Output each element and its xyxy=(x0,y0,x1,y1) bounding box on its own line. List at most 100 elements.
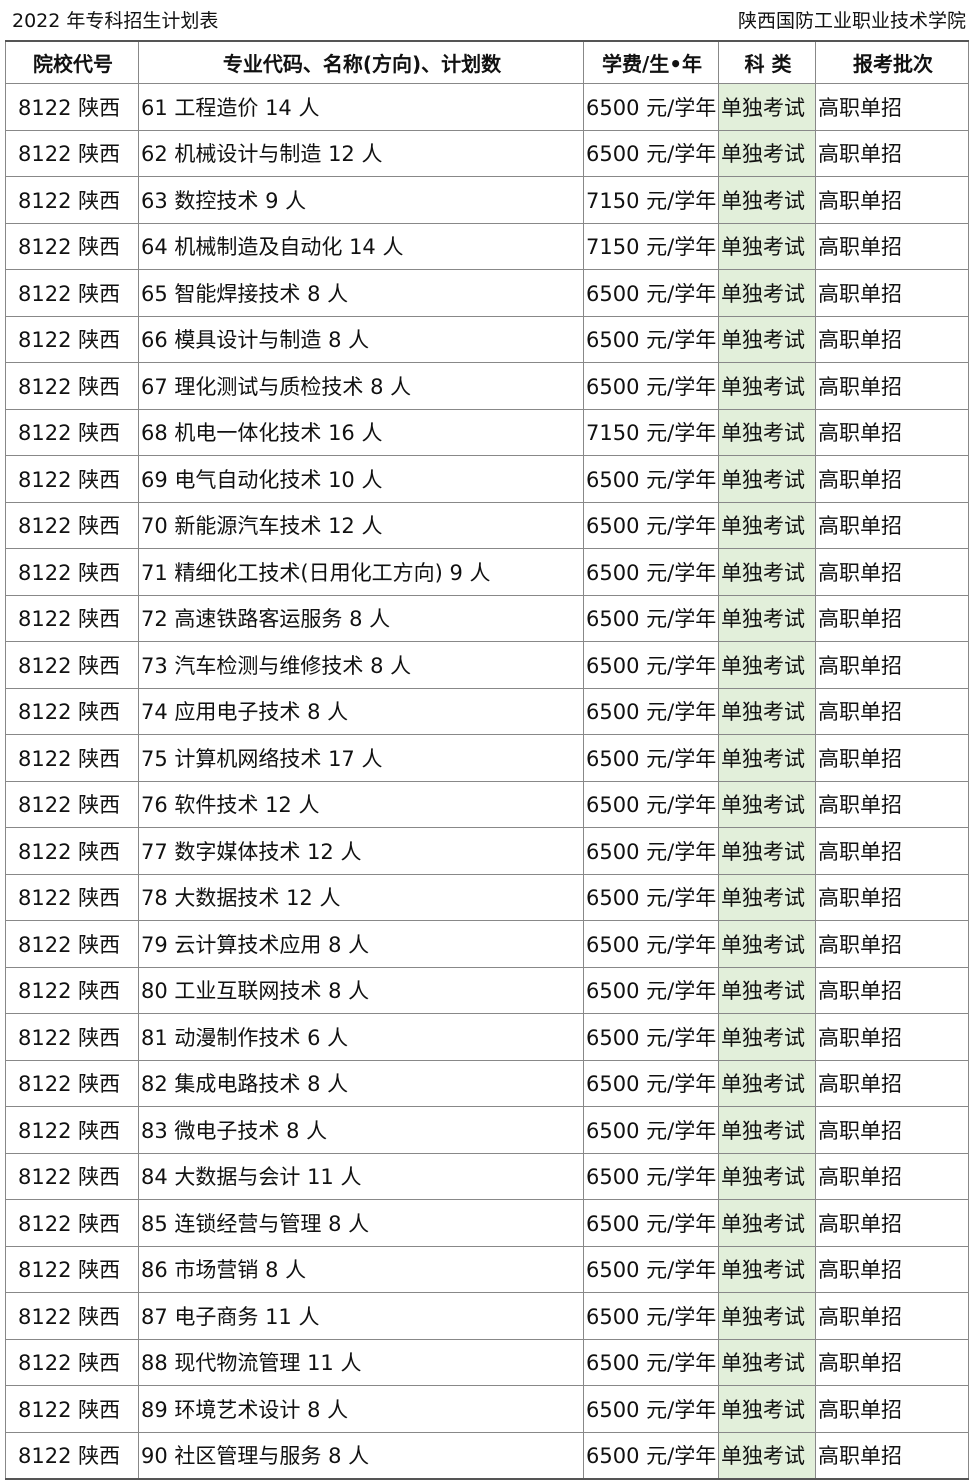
table-row: 8122 陕西 73 汽车检测与维修技术 8 人 6500 元/学年 单独考试 高职单招 xyxy=(5,641,969,689)
major-cell: 74 应用电子技术 8 人 xyxy=(138,687,584,735)
col-header-tuition: 学费/生•年 xyxy=(583,40,719,84)
table-row: 8122 陕西 70 新能源汽车技术 12 人 6500 元/学年 单独考试 高职单招 xyxy=(5,501,969,549)
batch-cell: 高职单招 xyxy=(815,1431,969,1480)
major-cell: 65 智能焊接技术 8 人 xyxy=(138,269,584,317)
major-cell: 66 模具设计与制造 8 人 xyxy=(138,315,584,363)
table-row: 8122 陕西 69 电气自动化技术 10 人 6500 元/学年 单独考试 高职单招 xyxy=(5,455,969,503)
table-row: 8122 陕西 79 云计算技术应用 8 人 6500 元/学年 单独考试 高职单招 xyxy=(5,920,969,968)
batch-cell: 高职单招 xyxy=(815,966,969,1014)
major-cell: 90 社区管理与服务 8 人 xyxy=(138,1431,584,1480)
batch-cell: 高职单招 xyxy=(815,83,969,131)
major-cell: 85 连锁经营与管理 8 人 xyxy=(138,1199,584,1247)
tuition-cell: 6500 元/学年 xyxy=(583,1013,719,1061)
table-row: 8122 陕西 63 数控技术 9 人 7150 元/学年 单独考试 高职单招 xyxy=(5,176,969,224)
category-cell: 单独考试 xyxy=(718,408,816,456)
batch-cell: 高职单招 xyxy=(815,1245,969,1293)
tuition-cell: 6500 元/学年 xyxy=(583,873,719,921)
school-code-cell: 8122 陕西 xyxy=(5,1199,139,1247)
tuition-cell: 6500 元/学年 xyxy=(583,501,719,549)
batch-cell: 高职单招 xyxy=(815,362,969,410)
school-code-cell: 8122 陕西 xyxy=(5,455,139,503)
category-cell: 单独考试 xyxy=(718,176,816,224)
tuition-cell: 6500 元/学年 xyxy=(583,83,719,131)
category-cell: 单独考试 xyxy=(718,501,816,549)
batch-cell: 高职单招 xyxy=(815,501,969,549)
school-code-cell: 8122 陕西 xyxy=(5,827,139,875)
school-code-cell: 8122 陕西 xyxy=(5,1431,139,1480)
table-row: 8122 陕西 68 机电一体化技术 16 人 7150 元/学年 单独考试 高职单招 xyxy=(5,408,969,456)
tuition-cell: 7150 元/学年 xyxy=(583,408,719,456)
tuition-cell: 6500 元/学年 xyxy=(583,1199,719,1247)
table-row: 8122 陕西 67 理化测试与质检技术 8 人 6500 元/学年 单独考试 高职单招 xyxy=(5,362,969,410)
table-row: 8122 陕西 84 大数据与会计 11 人 6500 元/学年 单独考试 高职单招 xyxy=(5,1152,969,1200)
category-cell: 单独考试 xyxy=(718,873,816,921)
table-row: 8122 陕西 82 集成电路技术 8 人 6500 元/学年 单独考试 高职单招 xyxy=(5,1059,969,1107)
category-cell: 单独考试 xyxy=(718,1245,816,1293)
category-cell: 单独考试 xyxy=(718,1292,816,1340)
tuition-cell: 6500 元/学年 xyxy=(583,687,719,735)
category-cell: 单独考试 xyxy=(718,1199,816,1247)
batch-cell: 高职单招 xyxy=(815,641,969,689)
school-code-cell: 8122 陕西 xyxy=(5,1385,139,1433)
table-row: 8122 陕西 81 动漫制作技术 6 人 6500 元/学年 单独考试 高职单招 xyxy=(5,1013,969,1061)
school-code-cell: 8122 陕西 xyxy=(5,920,139,968)
batch-cell: 高职单招 xyxy=(815,827,969,875)
major-cell: 82 集成电路技术 8 人 xyxy=(138,1059,584,1107)
major-cell: 69 电气自动化技术 10 人 xyxy=(138,455,584,503)
batch-cell: 高职单招 xyxy=(815,734,969,782)
school-code-cell: 8122 陕西 xyxy=(5,734,139,782)
category-cell: 单独考试 xyxy=(718,1431,816,1480)
school-code-cell: 8122 陕西 xyxy=(5,1292,139,1340)
major-cell: 76 软件技术 12 人 xyxy=(138,780,584,828)
school-code-cell: 8122 陕西 xyxy=(5,873,139,921)
school-code-cell: 8122 陕西 xyxy=(5,1338,139,1386)
table-row: 8122 陕西 88 现代物流管理 11 人 6500 元/学年 单独考试 高职单招 xyxy=(5,1338,969,1386)
tuition-cell: 6500 元/学年 xyxy=(583,1385,719,1433)
major-cell: 79 云计算技术应用 8 人 xyxy=(138,920,584,968)
batch-cell: 高职单招 xyxy=(815,548,969,596)
batch-cell: 高职单招 xyxy=(815,1106,969,1154)
col-header-school-code: 院校代号 xyxy=(5,40,139,84)
tuition-cell: 6500 元/学年 xyxy=(583,920,719,968)
major-cell: 71 精细化工技术(日用化工方向) 9 人 xyxy=(138,548,584,596)
category-cell: 单独考试 xyxy=(718,315,816,363)
tuition-cell: 6500 元/学年 xyxy=(583,780,719,828)
tuition-cell: 7150 元/学年 xyxy=(583,176,719,224)
school-name: 陕西国防工业职业技术学院 xyxy=(737,10,966,32)
major-cell: 86 市场营销 8 人 xyxy=(138,1245,584,1293)
tuition-cell: 6500 元/学年 xyxy=(583,734,719,782)
batch-cell: 高职单招 xyxy=(815,1059,969,1107)
category-cell: 单独考试 xyxy=(718,641,816,689)
col-header-category: 科 类 xyxy=(718,40,816,84)
tuition-cell: 6500 元/学年 xyxy=(583,455,719,503)
table-row: 8122 陕西 66 模具设计与制造 8 人 6500 元/学年 单独考试 高职单招 xyxy=(5,315,969,363)
major-cell: 68 机电一体化技术 16 人 xyxy=(138,408,584,456)
tuition-cell: 6500 元/学年 xyxy=(583,1059,719,1107)
category-cell: 单独考试 xyxy=(718,1152,816,1200)
batch-cell: 高职单招 xyxy=(815,1013,969,1061)
category-cell: 单独考试 xyxy=(718,920,816,968)
category-cell: 单独考试 xyxy=(718,1106,816,1154)
school-code-cell: 8122 陕西 xyxy=(5,269,139,317)
tuition-cell: 6500 元/学年 xyxy=(583,1245,719,1293)
batch-cell: 高职单招 xyxy=(815,269,969,317)
table-row: 8122 陕西 61 工程造价 14 人 6500 元/学年 单独考试 高职单招 xyxy=(5,83,969,131)
major-cell: 63 数控技术 9 人 xyxy=(138,176,584,224)
category-cell: 单独考试 xyxy=(718,1059,816,1107)
table-row: 8122 陕西 62 机械设计与制造 12 人 6500 元/学年 单独考试 高职单招 xyxy=(5,129,969,177)
table-row: 8122 陕西 75 计算机网络技术 17 人 6500 元/学年 单独考试 高职单招 xyxy=(5,734,969,782)
school-code-cell: 8122 陕西 xyxy=(5,315,139,363)
table-row: 8122 陕西 71 精细化工技术(日用化工方向) 9 人 6500 元/学年 单独考… xyxy=(5,548,969,596)
major-cell: 67 理化测试与质检技术 8 人 xyxy=(138,362,584,410)
school-code-cell: 8122 陕西 xyxy=(5,129,139,177)
tuition-cell: 6500 元/学年 xyxy=(583,269,719,317)
school-code-cell: 8122 陕西 xyxy=(5,641,139,689)
school-code-cell: 8122 陕西 xyxy=(5,222,139,270)
major-cell: 77 数字媒体技术 12 人 xyxy=(138,827,584,875)
col-header-batch: 报考批次 xyxy=(815,40,969,84)
batch-cell: 高职单招 xyxy=(815,455,969,503)
batch-cell: 高职单招 xyxy=(815,1385,969,1433)
major-cell: 89 环境艺术设计 8 人 xyxy=(138,1385,584,1433)
table-header-row: 院校代号 专业代码、名称(方向)、计划数 学费/生•年 科 类 报考批次 xyxy=(5,40,969,84)
major-cell: 61 工程造价 14 人 xyxy=(138,83,584,131)
